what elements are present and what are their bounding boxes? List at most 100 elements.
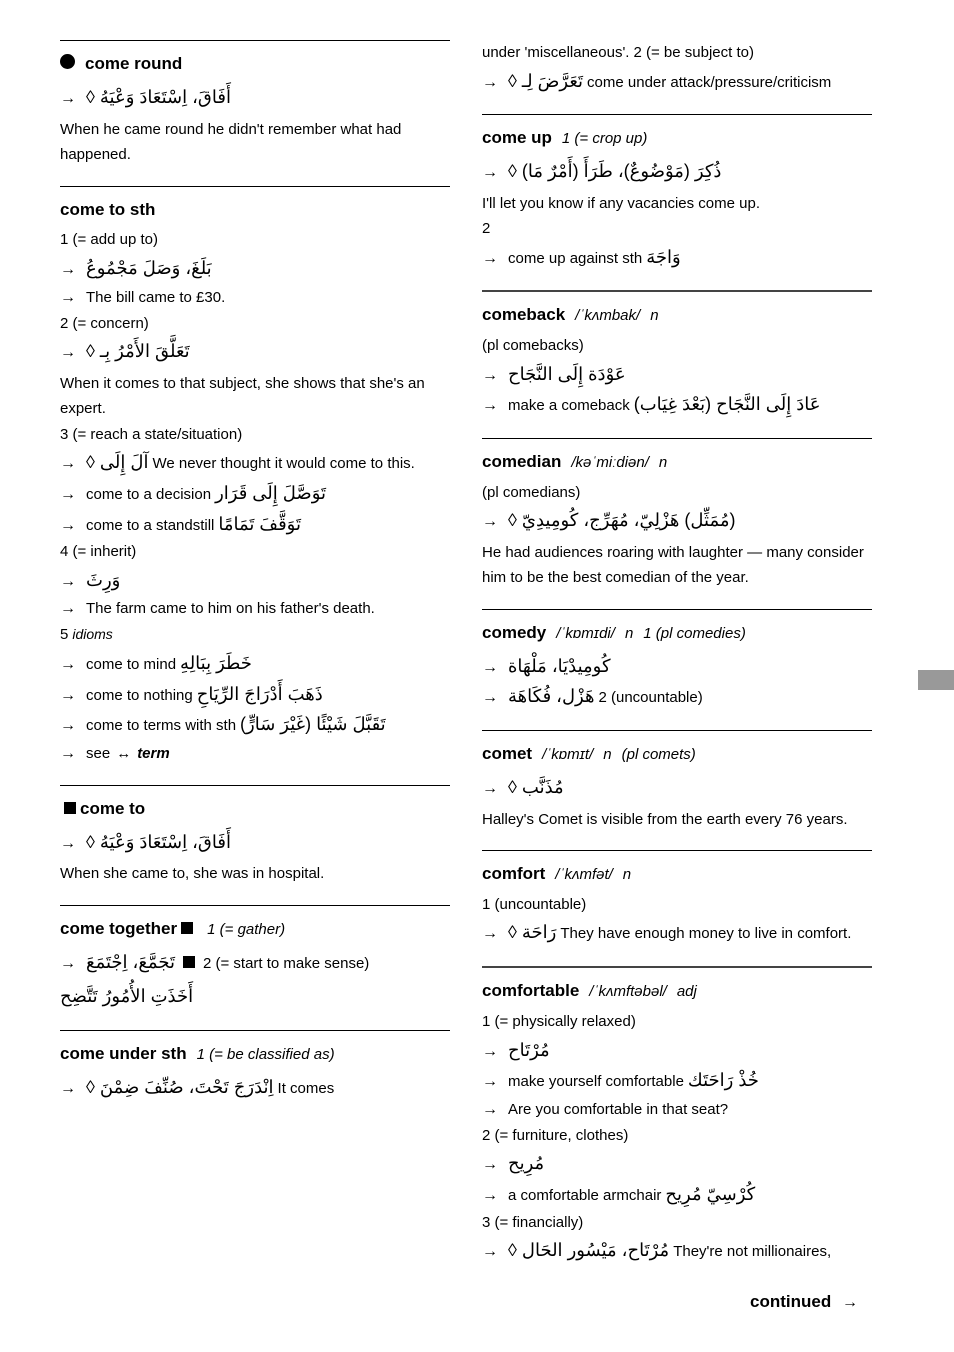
sense: 1 (= physically relaxed): [482, 1009, 636, 1035]
example: They have enough money to live in comfor…: [560, 921, 851, 947]
rtl-text: خَطَرَ بِبَالِهِ: [180, 648, 252, 679]
arrow-icon: →: [482, 392, 498, 419]
rtl-text: ذُكِرَ (مَوْضُوعٌ)، طَرَأَ (أَمْرٌ مَا) …: [508, 156, 721, 187]
rtl-text: عَوْدَة إِلَى النَّجَاح: [508, 359, 626, 390]
line: under 'miscellaneous'. 2 (= be subject t…: [482, 40, 872, 66]
pos: n: [603, 745, 611, 765]
term: come together 1 (= gather): [60, 918, 450, 941]
arrow-icon: →: [60, 284, 76, 311]
term-text: come round: [85, 53, 182, 76]
rtl-text: عَادَ إِلَى النَّجَاح (بَعْدَ غِيَاب): [634, 389, 821, 420]
rtl-text: تَعَرَّضَ لِـ ◊: [508, 66, 583, 97]
term-text: come to: [80, 798, 145, 821]
phonetic: /kəˈmiːdiən/: [571, 453, 649, 473]
phrase: make yourself comfortable: [508, 1069, 684, 1095]
phonetic: /ˈkʌmfət/: [555, 865, 613, 885]
body: 1 (uncountable) →رَاحَة ◊ They have enou…: [482, 892, 872, 948]
sense: 5: [60, 622, 68, 648]
arrow-icon: →: [482, 684, 498, 711]
entry-come-to: come to → أَفَاقَ، اِسْتَعَادَ وَعْيَهُ …: [60, 785, 450, 905]
entry-comet: comet /ˈkɒmɪt/ n (pl comets) →مُذَنَّب ◊…: [482, 730, 872, 850]
arrow-icon: →: [60, 950, 76, 977]
wordref: term: [137, 741, 170, 767]
rtl-text: مُذَنَّب ◊: [508, 772, 564, 803]
line: →The bill came to £30.: [60, 284, 450, 311]
rtl-text: تَقَبَّلَ شَيْئًا (غَيْرَ سَارٍّ): [240, 709, 386, 740]
line: →make a comebackعَادَ إِلَى النَّجَاح (ب…: [482, 389, 872, 420]
rtl-text: (مُمَثِّل) هَزْلِيّ، مُهَرِّج، كُومِيدِي…: [508, 505, 736, 536]
bullet-icon: [60, 54, 75, 69]
pos: n: [659, 453, 667, 473]
term-text: come under sth: [60, 1043, 187, 1066]
sense: 2 (= furniture, clothes): [482, 1123, 628, 1149]
arrow-icon: →: [482, 508, 498, 535]
phonetic: /ˈkɒmɪdi/: [556, 624, 615, 644]
arrow-icon: →: [60, 651, 76, 678]
arrow-icon: →: [482, 1096, 498, 1123]
example: Halley's Comet is visible from the earth…: [482, 807, 848, 833]
arrow-icon: →: [482, 1182, 498, 1209]
example: They're not millionaires,: [673, 1239, 831, 1265]
body: → أَفَاقَ، اِسْتَعَادَ وَعْيَهُ ◊ When s…: [60, 827, 450, 887]
term: come to: [60, 798, 450, 821]
arrow-icon: →: [60, 481, 76, 508]
arrow-icon: →: [60, 256, 76, 283]
rtl-text: كُرْسِيّ مُرِيح: [665, 1179, 755, 1210]
line: → اِنْدَرَجَ تَحْتَ، صُنِّفَ ضِمْنَ ◊ It…: [60, 1072, 450, 1103]
arrow-icon: →: [482, 362, 498, 389]
example: It comes: [278, 1076, 335, 1102]
rtl-text: وَاجَهَ: [646, 242, 680, 273]
entry-come-up: come up 1 (= crop up) →ذُكِرَ (مَوْضُوعٌ…: [482, 114, 872, 290]
term: come to sth: [60, 199, 450, 222]
body: → اِنْدَرَجَ تَحْتَ، صُنِّفَ ضِمْنَ ◊ It…: [60, 1072, 450, 1103]
term: comet /ˈkɒmɪt/ n (pl comets): [482, 743, 872, 766]
rtl-text: تَجَمَّعَ، اِجْتَمَعَ: [86, 947, 175, 978]
term-text: comfortable: [482, 980, 579, 1003]
tag: idioms: [72, 623, 112, 647]
arrow-icon: →: [482, 245, 498, 272]
double-arrow-icon: ↔: [116, 741, 131, 767]
body: under 'miscellaneous'. 2 (= be subject t…: [482, 40, 872, 96]
rtl-text: خُذْ رَاحَتَك: [688, 1065, 759, 1096]
term-tail: 1 (= crop up): [562, 129, 647, 149]
page-edge-tab: [918, 670, 954, 690]
arrow-icon: →: [60, 450, 76, 477]
body: (pl comedians) →(مُمَثِّل) هَزْلِيّ، مُه…: [482, 480, 872, 591]
arrow-icon: →: [842, 1294, 858, 1311]
line: →see ↔term: [60, 740, 450, 767]
phrase: come to mind: [86, 652, 176, 678]
sense: 2 (= start to make sense): [203, 951, 369, 977]
line: →بَلَغَ، وَصَلَ مَجْمُوعُ: [60, 253, 450, 284]
phrase: come to a decision: [86, 482, 211, 508]
line: → تَعَرَّضَ لِـ ◊ come under attack/pres…: [482, 66, 872, 97]
arrow-icon: →: [482, 69, 498, 96]
rtl-text: رَاحَة ◊: [508, 917, 556, 948]
sense: 4 (= inherit): [60, 539, 136, 565]
line: 3 (= financially): [482, 1210, 872, 1236]
line: 2 (= concern): [60, 311, 450, 337]
sense: 2 (= be subject to): [633, 40, 753, 66]
line: → Are you comfortable in that seat?: [482, 1096, 872, 1123]
line: 4 (= inherit): [60, 539, 450, 565]
arrow-icon: →: [60, 830, 76, 857]
entry-come-together: come together 1 (= gather) → تَجَمَّعَ، …: [60, 905, 450, 1030]
term-text: come to sth: [60, 199, 155, 222]
line: →come to terms with sthتَقَبَّلَ شَيْئًا…: [60, 709, 450, 740]
line: 2: [482, 216, 872, 242]
arrow-icon: →: [482, 1151, 498, 1178]
rtl-text: أَخَذَتِ الأُمُورُ تَتَّضِح: [60, 981, 193, 1012]
entry-come-round: come round → أَفَاقَ، اِسْتَعَادَ وَعْيَ…: [60, 40, 450, 186]
line: →مُرْتَاح، مَيْسُور الحَال ◊ They're not…: [482, 1235, 872, 1266]
term-text: come together: [60, 918, 177, 941]
example: The farm came to him on his father's dea…: [86, 596, 375, 622]
line: →a comfortable armchairكُرْسِيّ مُرِيح: [482, 1179, 872, 1210]
example: Are you comfortable in that seat?: [508, 1097, 728, 1123]
line: →come up against sthوَاجَهَ: [482, 242, 872, 273]
arrow-icon: →: [482, 1238, 498, 1265]
rtl-text: تَعَلَّقَ الأَمْرُ بِـ ◊: [86, 336, 190, 367]
example: We never thought it would come to this.: [152, 451, 414, 477]
term-tail: (pl comets): [622, 745, 696, 765]
line: →مُذَنَّب ◊ Halley's Comet is visible fr…: [482, 772, 872, 832]
term-tail: 1 (= gather): [207, 920, 285, 940]
example: When it comes to that subject, she shows…: [60, 371, 450, 422]
